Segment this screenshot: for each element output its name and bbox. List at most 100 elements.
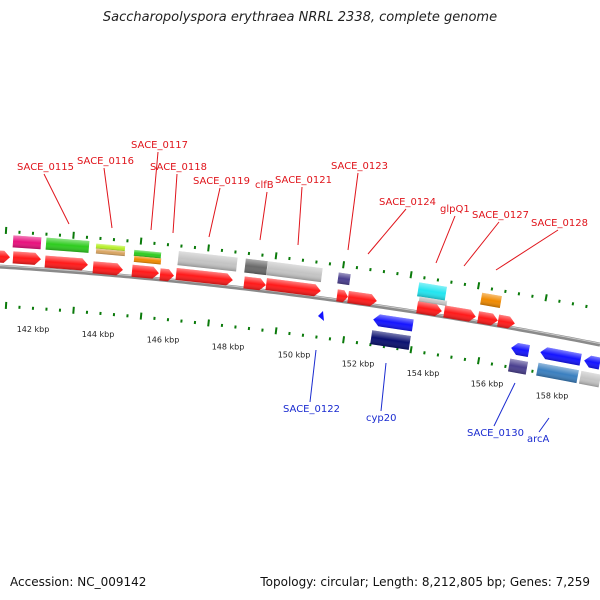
gene-feature — [133, 249, 162, 259]
gene-feature — [507, 358, 529, 375]
gene-label: SACE_0127 — [472, 210, 529, 221]
gene-label: SACE_0128 — [531, 218, 588, 229]
gene-feature — [578, 370, 600, 388]
inner-tick-minor — [58, 308, 62, 312]
outer-tick-minor — [585, 304, 588, 309]
features-layer — [0, 235, 600, 388]
gene-label: SACE_0122 — [283, 404, 340, 415]
gene-feature-shade — [133, 249, 162, 259]
outer-tick-minor — [247, 251, 251, 256]
genome-stats: Topology: circular; Length: 8,212,805 bp… — [260, 575, 590, 589]
outer-tick-minor — [490, 287, 494, 291]
gene-feature-shade — [536, 362, 579, 384]
gene-leader-line — [259, 191, 268, 241]
outer-tick-major — [139, 237, 143, 245]
inner-tick-major — [139, 312, 143, 320]
outer-tick-major — [477, 282, 481, 290]
accession-label: Accession: — [10, 575, 74, 589]
inner-tick-minor — [328, 337, 332, 341]
gene-feature-shade — [177, 251, 238, 272]
gene-label: SACE_0118 — [150, 162, 207, 173]
gene-leader-line — [150, 151, 159, 231]
gene-feature-shade — [159, 268, 174, 282]
gene-feature-shade — [175, 267, 233, 286]
outer-tick-minor — [396, 271, 399, 276]
inner-tick-minor — [423, 351, 426, 355]
inner-tick-minor — [193, 320, 197, 325]
gene-label: SACE_0117 — [131, 140, 188, 151]
gene-feature — [416, 301, 442, 317]
gene-feature — [536, 362, 579, 384]
outer-tick-minor — [558, 299, 561, 303]
outer-tick-major — [409, 271, 413, 279]
inner-tick-minor — [504, 364, 507, 369]
outer-tick-minor — [423, 276, 426, 280]
inner-tick-minor — [45, 307, 48, 311]
scale-label: 148 kbp — [212, 343, 245, 352]
inner-tick-minor — [234, 325, 237, 329]
inner-tick-major — [274, 327, 278, 335]
gene-feature-shade — [347, 290, 377, 307]
scale-label: 158 kbp — [536, 391, 569, 400]
outer-tick-minor — [571, 302, 575, 306]
ticks-layer: 142 kbp 144 kbp 146 kbp 148 kbp 150 kbp 152 k… — [4, 226, 588, 400]
gene-feature — [131, 264, 159, 279]
inner-tick-minor — [436, 353, 440, 357]
inner-tick-minor — [220, 323, 224, 328]
inner-tick-minor — [288, 331, 291, 336]
gene-feature-shade — [497, 314, 515, 329]
outer-tick-minor — [153, 241, 156, 245]
gene-feature-shade — [92, 261, 123, 276]
gene-feature-shade — [584, 355, 600, 370]
gene-feature — [133, 255, 162, 265]
outer-tick-minor — [315, 260, 318, 264]
gene-label: SACE_0124 — [379, 197, 436, 208]
gene-feature — [92, 261, 123, 276]
gene-feature-shade — [44, 255, 88, 271]
gene-feature-shade — [477, 311, 498, 326]
outer-tick-minor — [382, 269, 386, 274]
gene-leader-line — [297, 186, 303, 246]
gene-label: SACE_0123 — [331, 161, 388, 172]
outer-tick-minor — [355, 266, 359, 270]
gene-feature — [417, 282, 447, 301]
inner-tick-minor — [85, 310, 89, 314]
gene-feature — [370, 330, 411, 350]
gene-feature-shade — [95, 248, 126, 257]
inner-tick-minor — [153, 316, 156, 320]
gene-label: cyp20 — [366, 413, 397, 424]
inner-tick-major — [72, 306, 75, 314]
inner-tick-minor — [463, 357, 467, 362]
outer-tick-minor — [18, 230, 21, 234]
gene-leader-line — [347, 172, 359, 251]
inner-tick-minor — [531, 369, 534, 373]
scale-label: 154 kbp — [407, 369, 440, 378]
gene-leader-line — [103, 167, 113, 229]
accession-footer: Accession: NC_009142 — [10, 575, 146, 589]
gene-feature-shade — [373, 314, 414, 332]
inner-tick-major — [207, 319, 210, 327]
gene-feature — [337, 272, 351, 286]
scale-label: 156 kbp — [471, 380, 504, 389]
outer-tick-minor — [301, 258, 305, 262]
outer-tick-major — [4, 226, 8, 235]
outer-tick-major — [274, 252, 278, 260]
inner-tick-minor — [315, 335, 318, 339]
outer-tick-minor — [58, 233, 62, 237]
gene-feature-small — [318, 311, 324, 321]
gene-feature-shade — [265, 278, 321, 297]
gene-feature — [480, 292, 502, 308]
scale-label: 144 kbp — [82, 330, 115, 339]
gene-feature — [373, 314, 414, 332]
outer-tick-major — [544, 294, 548, 302]
gene-label: glpQ1 — [440, 204, 470, 215]
gene-feature — [177, 251, 238, 272]
inner-tick-minor — [126, 314, 129, 318]
scale-label: 146 kbp — [147, 336, 180, 345]
outer-tick-minor — [463, 282, 467, 287]
outer-tick-minor — [180, 244, 183, 248]
gene-leader-line — [367, 208, 407, 255]
inner-tick-minor — [166, 318, 170, 322]
gene-feature-shade — [12, 235, 42, 250]
gene-label: SACE_0130 — [467, 428, 524, 439]
